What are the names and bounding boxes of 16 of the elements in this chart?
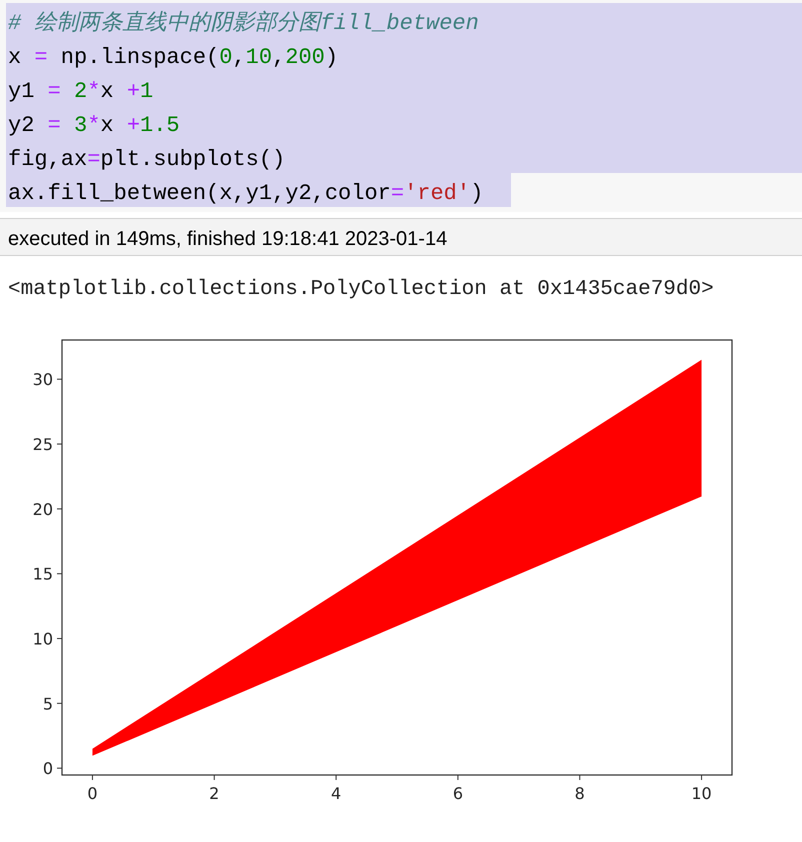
y-tick-label: 25: [32, 435, 53, 454]
y-tick-label: 5: [42, 694, 53, 714]
x-tick-label: 4: [330, 784, 342, 803]
x-tick-label: 8: [574, 784, 585, 803]
y-tick-label: 15: [32, 564, 53, 584]
text: executed in 149ms, finished 19:18:41 2023-01-14: [8, 228, 448, 250]
code-cell: # 绘制两条直线中的阴影部分图fill_between x = np.linspace(0,10,200) y1 = 2*x +1 y2 = 3*x +1.5 fig,ax=plt.subplots() ax.fill_between(x,y1,y2,color='red'): [0, 0, 802, 212]
x-tick-label: 10: [691, 784, 712, 803]
y-tick-label: 10: [32, 630, 53, 649]
x-tick-label: 2: [209, 784, 220, 803]
y-tick-label: 20: [32, 500, 53, 519]
y-tick-label: 30: [32, 370, 53, 390]
y-tick-label: 0: [42, 759, 53, 778]
text: <matplotlib.collections.PolyCollection at 0x1435cae79d0>: [8, 278, 714, 301]
x-tick-label: 0: [87, 784, 98, 803]
x-tick-label: 6: [452, 784, 464, 803]
